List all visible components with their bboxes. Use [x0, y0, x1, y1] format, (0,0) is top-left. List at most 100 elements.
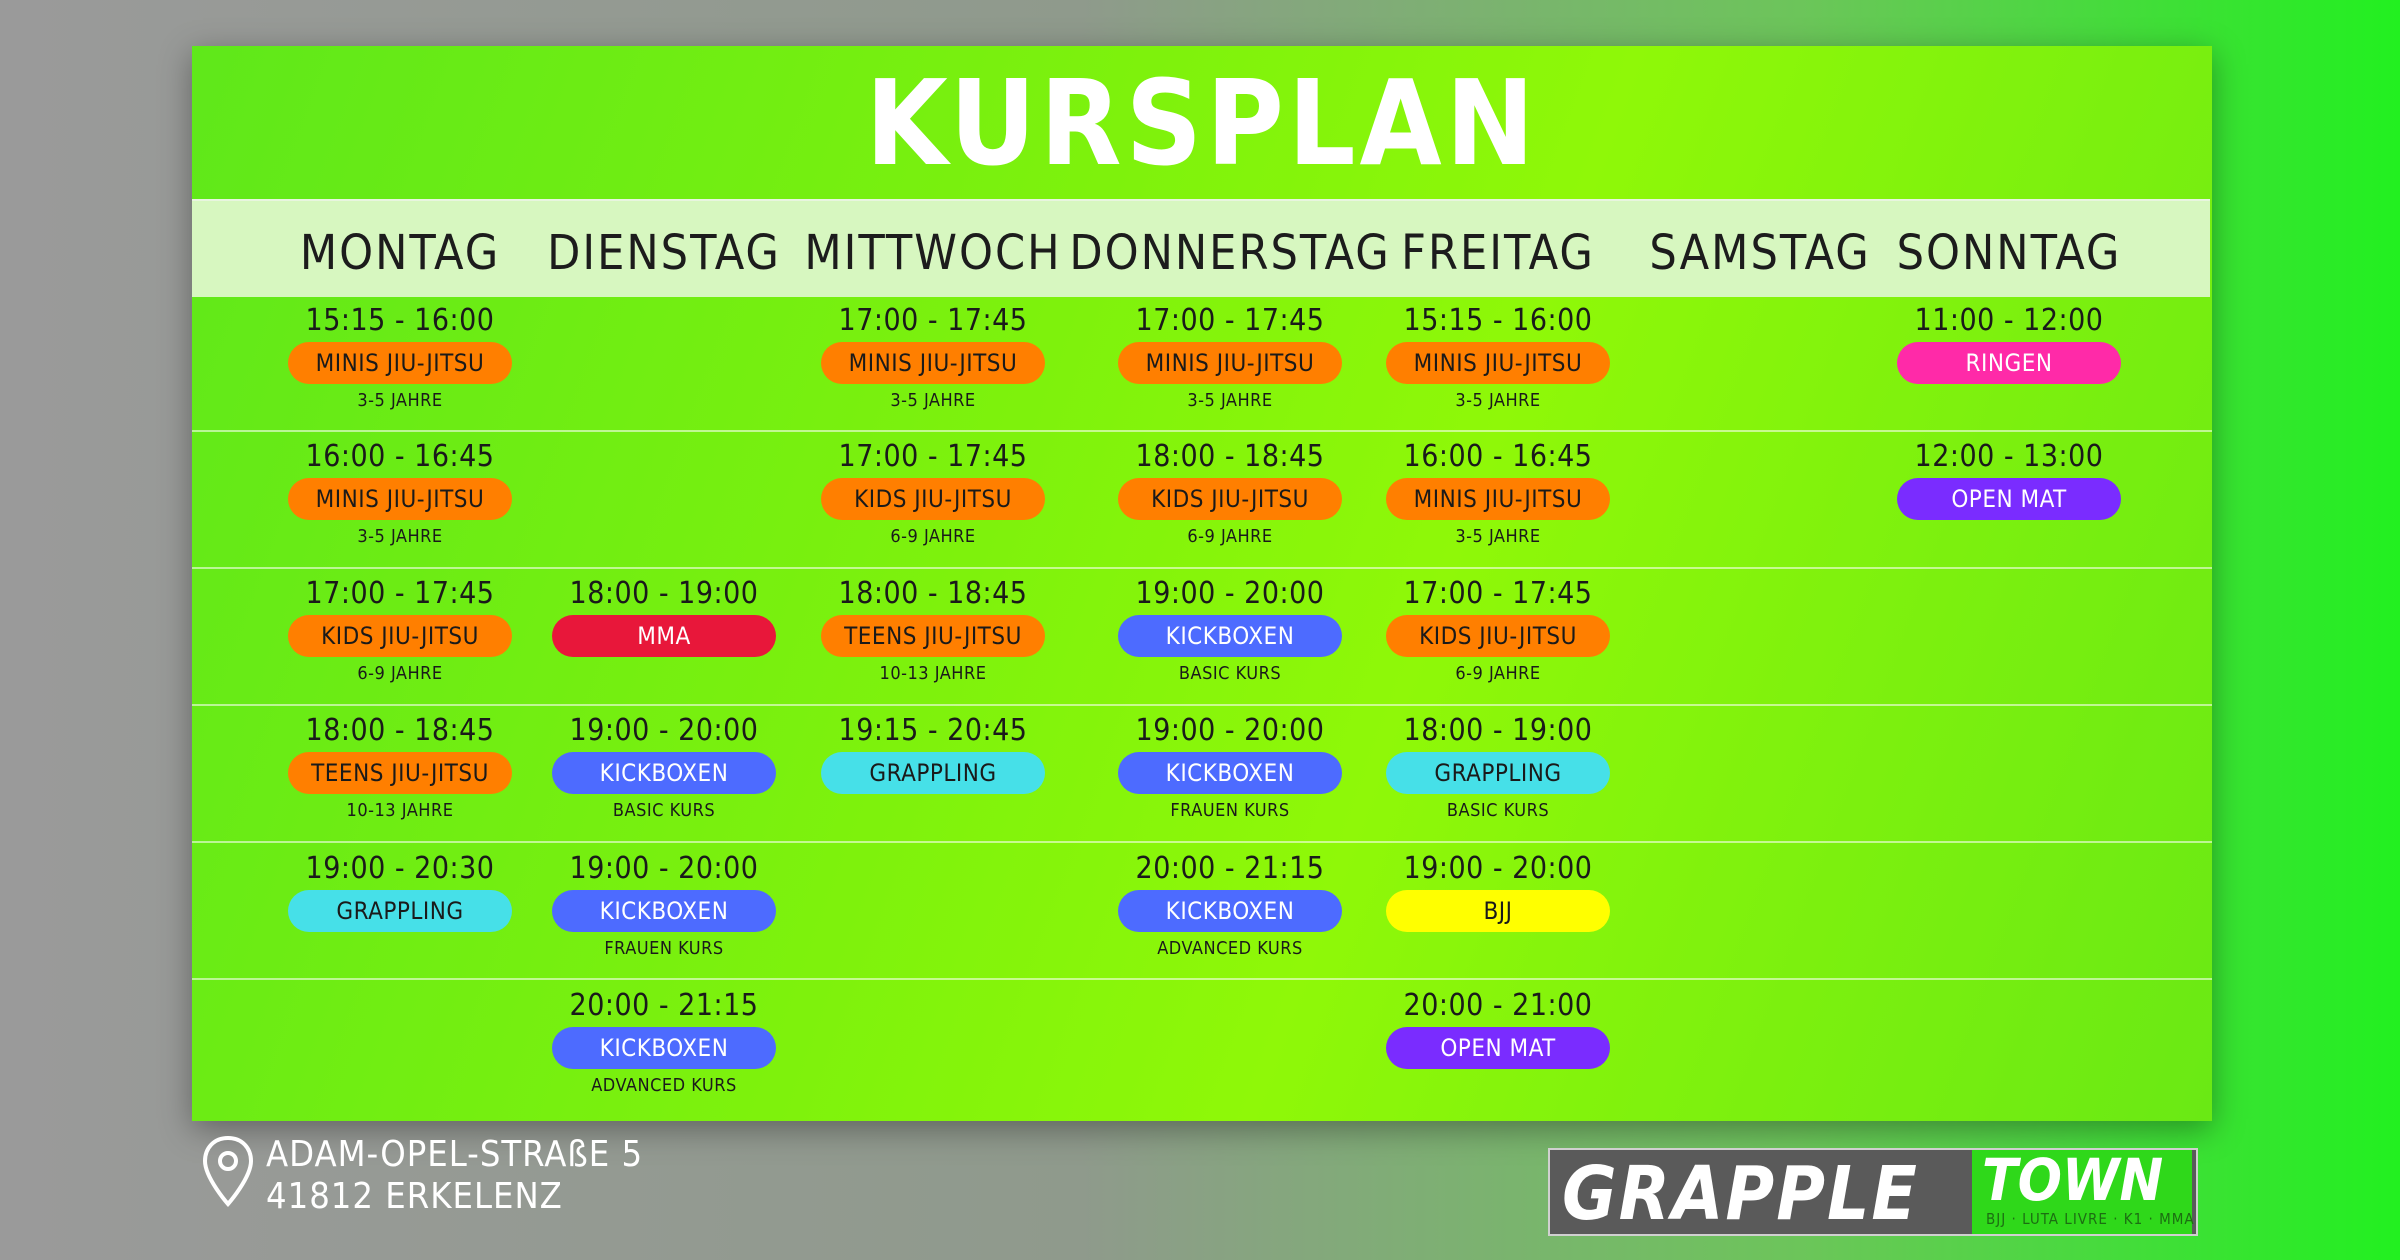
class-badge: KICKBOXEN: [552, 1027, 776, 1069]
class-badge: MINIS JIU-JITSU: [288, 478, 512, 520]
class-entry: 17:00 - 17:45 KIDS JIU-JITSU 6-9 JAHRE: [1385, 577, 1611, 685]
class-entry: 16:00 - 16:45 MINIS JIU-JITSU 3-5 JAHRE: [287, 440, 513, 548]
logo-town-block: TOWN BJJ · LUTA LIVRE · K1 · MMA: [1972, 1146, 2195, 1234]
class-badge: RINGEN: [1897, 342, 2121, 384]
class-badge: MMA: [552, 615, 776, 657]
class-time: 19:00 - 20:00: [569, 851, 759, 886]
class-time: 18:00 - 19:00: [1403, 713, 1593, 748]
class-badge: KIDS JIU-JITSU: [821, 478, 1045, 520]
class-subtitle: 3-5 JAHRE: [1455, 526, 1541, 547]
class-subtitle: 6-9 JAHRE: [357, 663, 443, 684]
row-divider: [192, 841, 2212, 843]
class-entry: 17:00 - 17:45 MINIS JIU-JITSU 3-5 JAHRE: [1117, 304, 1343, 412]
address-street: ADAM-OPEL-STRAßE 5: [266, 1134, 644, 1175]
class-entry: 19:00 - 20:00 BJJ: [1385, 852, 1611, 932]
class-subtitle: 10-13 JAHRE: [346, 800, 454, 821]
class-badge: KICKBOXEN: [1118, 752, 1342, 794]
class-time: 15:15 - 16:00: [1403, 303, 1593, 338]
class-entry: 18:00 - 19:00 MMA: [551, 577, 777, 657]
day-header-freitag: FREITAG: [1401, 225, 1595, 281]
class-badge: KIDS JIU-JITSU: [1386, 615, 1610, 657]
class-badge: OPEN MAT: [1897, 478, 2121, 520]
class-time: 11:00 - 12:00: [1914, 303, 2104, 338]
grapple-town-logo: GRAPPLE TOWN BJJ · LUTA LIVRE · K1 · MMA: [1548, 1148, 2198, 1236]
class-badge: KICKBOXEN: [1118, 890, 1342, 932]
page-title: KURSPLAN: [865, 54, 1539, 192]
class-badge: TEENS JIU-JITSU: [288, 752, 512, 794]
day-header-montag: MONTAG: [299, 225, 501, 281]
class-entry: 18:00 - 18:45 TEENS JIU-JITSU 10-13 JAHRE: [820, 577, 1046, 685]
class-subtitle: BASIC KURS: [1446, 800, 1550, 821]
class-time: 20:00 - 21:15: [1135, 851, 1325, 886]
class-badge: KICKBOXEN: [552, 890, 776, 932]
schedule-panel: KURSPLAN MONTAG DIENSTAG MITTWOCH DONNERSTA…: [192, 46, 2212, 1121]
logo-text-town: TOWN: [1982, 1146, 2164, 1214]
class-subtitle: 3-5 JAHRE: [890, 390, 976, 411]
class-entry: 17:00 - 17:45 KIDS JIU-JITSU 6-9 JAHRE: [820, 440, 1046, 548]
class-subtitle: 3-5 JAHRE: [357, 526, 443, 547]
class-time: 18:00 - 18:45: [305, 713, 495, 748]
class-time: 20:00 - 21:00: [1403, 988, 1593, 1023]
class-entry: 18:00 - 18:45 TEENS JIU-JITSU 10-13 JAHRE: [287, 714, 513, 822]
class-badge: GRAPPLING: [821, 752, 1045, 794]
class-entry: 19:00 - 20:00 KICKBOXEN BASIC KURS: [1117, 577, 1343, 685]
class-time: 19:00 - 20:00: [1135, 713, 1325, 748]
day-header-dienstag: DIENSTAG: [547, 225, 781, 281]
class-entry: 15:15 - 16:00 MINIS JIU-JITSU 3-5 JAHRE: [1385, 304, 1611, 412]
class-badge: MINIS JIU-JITSU: [288, 342, 512, 384]
row-divider: [192, 430, 2212, 432]
class-badge: MINIS JIU-JITSU: [1118, 342, 1342, 384]
class-time: 17:00 - 17:45: [838, 439, 1028, 474]
class-time: 19:00 - 20:30: [305, 851, 495, 886]
class-entry: 20:00 - 21:15 KICKBOXEN ADVANCED KURS: [1117, 852, 1343, 960]
class-time: 17:00 - 17:45: [838, 303, 1028, 338]
class-badge: MINIS JIU-JITSU: [821, 342, 1045, 384]
logo-text-grapple: GRAPPLE: [1562, 1151, 1919, 1237]
class-subtitle: FRAUEN KURS: [1170, 800, 1290, 821]
class-entry: 19:00 - 20:30 GRAPPLING: [287, 852, 513, 932]
class-badge: KICKBOXEN: [1118, 615, 1342, 657]
class-time: 18:00 - 18:45: [838, 576, 1028, 611]
class-subtitle: 10-13 JAHRE: [879, 663, 987, 684]
class-time: 19:00 - 20:00: [569, 713, 759, 748]
day-header-mittwoch: MITTWOCH: [804, 225, 1062, 281]
class-entry: 20:00 - 21:00 OPEN MAT: [1385, 989, 1611, 1069]
class-time: 15:15 - 16:00: [305, 303, 495, 338]
class-subtitle: ADVANCED KURS: [591, 1075, 737, 1096]
class-entry: 16:00 - 16:45 MINIS JIU-JITSU 3-5 JAHRE: [1385, 440, 1611, 548]
class-badge: GRAPPLING: [1386, 752, 1610, 794]
class-time: 16:00 - 16:45: [1403, 439, 1593, 474]
class-subtitle: ADVANCED KURS: [1157, 938, 1303, 959]
row-divider: [192, 978, 2212, 980]
class-badge: KICKBOXEN: [552, 752, 776, 794]
class-subtitle: 3-5 JAHRE: [1455, 390, 1541, 411]
class-time: 17:00 - 17:45: [1135, 303, 1325, 338]
class-entry: 17:00 - 17:45 MINIS JIU-JITSU 3-5 JAHRE: [820, 304, 1046, 412]
class-time: 17:00 - 17:45: [1403, 576, 1593, 611]
row-divider: [192, 704, 2212, 706]
class-time: 18:00 - 18:45: [1135, 439, 1325, 474]
class-subtitle: 6-9 JAHRE: [890, 526, 976, 547]
class-entry: 19:00 - 20:00 KICKBOXEN FRAUEN KURS: [1117, 714, 1343, 822]
class-time: 20:00 - 21:15: [569, 988, 759, 1023]
class-entry: 20:00 - 21:15 KICKBOXEN ADVANCED KURS: [551, 989, 777, 1097]
class-subtitle: BASIC KURS: [612, 800, 716, 821]
class-badge: TEENS JIU-JITSU: [821, 615, 1045, 657]
class-badge: MINIS JIU-JITSU: [1386, 478, 1610, 520]
day-header-sonntag: SONNTAG: [1896, 225, 2122, 281]
class-subtitle: 3-5 JAHRE: [357, 390, 443, 411]
class-subtitle: 3-5 JAHRE: [1187, 390, 1273, 411]
row-divider: [192, 567, 2212, 569]
class-entry: 19:00 - 20:00 KICKBOXEN FRAUEN KURS: [551, 852, 777, 960]
class-time: 17:00 - 17:45: [305, 576, 495, 611]
logo-tagline: BJJ · LUTA LIVRE · K1 · MMA: [1986, 1210, 2195, 1228]
class-time: 19:00 - 20:00: [1135, 576, 1325, 611]
class-entry: 18:00 - 19:00 GRAPPLING BASIC KURS: [1385, 714, 1611, 822]
address-city: 41812 ERKELENZ: [266, 1176, 563, 1217]
class-entry: 18:00 - 18:45 KIDS JIU-JITSU 6-9 JAHRE: [1117, 440, 1343, 548]
class-time: 12:00 - 13:00: [1914, 439, 2104, 474]
day-header-samstag: SAMSTAG: [1649, 225, 1871, 281]
class-badge: OPEN MAT: [1386, 1027, 1610, 1069]
class-subtitle: BASIC KURS: [1178, 663, 1282, 684]
class-entry: 19:15 - 20:45 GRAPPLING: [820, 714, 1046, 794]
